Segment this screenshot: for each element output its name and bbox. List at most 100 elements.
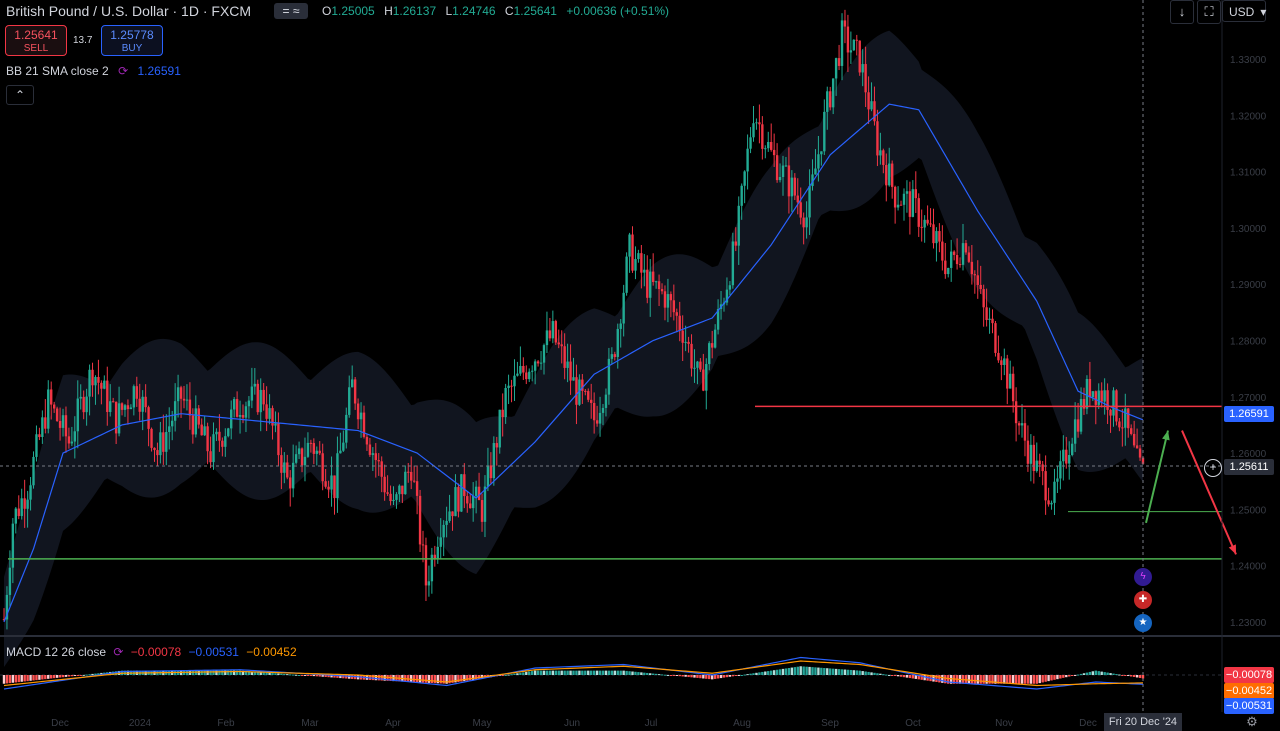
lightning-event-icon[interactable]: ϟ bbox=[1134, 568, 1152, 586]
sell-button[interactable]: 1.25641 SELL bbox=[5, 25, 67, 56]
y-tick-label: 1.32000 bbox=[1230, 111, 1267, 122]
candle-body bbox=[970, 261, 974, 275]
macd-histogram-bar bbox=[530, 671, 534, 675]
candle-body bbox=[117, 403, 121, 434]
candle-body bbox=[1020, 423, 1024, 426]
macd-histogram-bar bbox=[268, 672, 271, 675]
candle-body bbox=[350, 379, 354, 388]
refresh-icon[interactable]: ⟳ bbox=[118, 64, 129, 78]
macd-histogram-bar bbox=[882, 674, 885, 676]
candle-body bbox=[315, 450, 318, 454]
candle-body bbox=[888, 163, 891, 186]
candle-body bbox=[327, 486, 330, 490]
candle-body bbox=[551, 321, 555, 339]
buy-label: BUY bbox=[121, 43, 143, 54]
macd-histogram-bar bbox=[755, 672, 758, 675]
spread-value: 13.7 bbox=[73, 35, 93, 46]
us-flag-icon[interactable]: ★ bbox=[1134, 614, 1152, 632]
candle-body bbox=[1014, 401, 1018, 424]
candle-body bbox=[522, 365, 525, 373]
candle-body bbox=[312, 443, 316, 454]
gear-icon[interactable]: ⚙ bbox=[1246, 714, 1258, 729]
macd-histogram-bar bbox=[554, 670, 557, 675]
macd-histogram-bar bbox=[657, 674, 661, 676]
y-tick-label: 1.26000 bbox=[1230, 449, 1267, 460]
x-tick-label: May bbox=[473, 718, 492, 729]
macd-histogram-bar bbox=[713, 675, 717, 679]
macd-line-tag: −0.00531 bbox=[1224, 698, 1274, 714]
macd-histogram-bar bbox=[569, 670, 572, 675]
macd-legend[interactable]: MACD 12 26 close ⟳ −0.00078 −0.00531 −0.… bbox=[6, 645, 297, 659]
candle-body bbox=[135, 386, 138, 399]
candle-body bbox=[109, 401, 112, 412]
macd-histogram-bar bbox=[1029, 675, 1033, 684]
macd-refresh-icon[interactable]: ⟳ bbox=[113, 645, 124, 659]
candle-body bbox=[654, 281, 658, 283]
macd-histogram-bar bbox=[1088, 671, 1092, 675]
candle-body bbox=[256, 383, 259, 413]
candle-body bbox=[11, 523, 15, 568]
candle-body bbox=[194, 408, 198, 435]
macd-histogram-bar bbox=[539, 670, 543, 675]
macd-histogram-bar bbox=[829, 668, 832, 675]
candle-body bbox=[542, 345, 546, 363]
macd-histogram-bar bbox=[371, 675, 375, 681]
candle-body bbox=[138, 398, 141, 412]
candle-body bbox=[837, 58, 841, 66]
candle-body bbox=[590, 399, 593, 403]
macd-histogram-bar bbox=[309, 675, 313, 676]
candle-body bbox=[262, 389, 265, 405]
candle-body bbox=[604, 394, 608, 408]
high-value: 1.26137 bbox=[392, 4, 437, 18]
macd-histogram-bar bbox=[1091, 671, 1095, 675]
macd-histogram-bar bbox=[867, 671, 870, 675]
macd-histogram-bar bbox=[32, 675, 35, 681]
symbol-title[interactable]: British Pound / U.S. Dollar · 1D · FXCM bbox=[6, 3, 252, 19]
candle-body bbox=[932, 224, 935, 244]
macd-histogram-bar bbox=[1079, 673, 1083, 675]
candle-body bbox=[463, 474, 466, 497]
macd-histogram-bar bbox=[566, 670, 569, 675]
currency-select[interactable]: USD ▾ bbox=[1222, 0, 1266, 22]
macd-histogram-bar bbox=[197, 670, 200, 675]
download-icon[interactable]: ↓ bbox=[1170, 0, 1194, 24]
macd-histogram-bar bbox=[436, 675, 439, 684]
candle-body bbox=[8, 567, 12, 595]
compare-toggle[interactable]: = ≈ bbox=[274, 3, 308, 19]
macd-histogram-bar bbox=[1053, 675, 1056, 680]
fullscreen-icon[interactable]: ⛶ bbox=[1197, 0, 1221, 24]
candle-body bbox=[902, 193, 906, 205]
candle-body bbox=[510, 385, 513, 387]
macd-histogram-bar bbox=[5, 675, 9, 684]
macd-histogram-bar bbox=[826, 668, 829, 675]
macd-histogram-bar bbox=[289, 674, 292, 676]
macd-histogram-bar bbox=[418, 675, 422, 683]
macd-histogram-bar bbox=[817, 667, 820, 675]
candle-body bbox=[938, 231, 941, 242]
add-alert-icon[interactable]: + bbox=[1204, 459, 1222, 477]
candle-body bbox=[386, 492, 389, 494]
candle-body bbox=[1068, 455, 1071, 464]
gb-flag-icon[interactable]: ✚ bbox=[1134, 591, 1152, 609]
bb-legend[interactable]: BB 21 SMA close 2 ⟳ 1.26591 bbox=[6, 64, 181, 78]
macd-histogram-bar bbox=[663, 674, 667, 676]
macd-histogram-bar bbox=[902, 675, 906, 678]
candle-body bbox=[761, 124, 764, 149]
macd-histogram-bar bbox=[1000, 675, 1003, 684]
candle-body bbox=[489, 465, 493, 479]
macd-histogram-bar bbox=[61, 675, 65, 678]
x-tick-label: 2024 bbox=[129, 718, 152, 729]
candle-body bbox=[1112, 390, 1115, 416]
candle-body bbox=[657, 281, 661, 290]
buy-button[interactable]: 1.25778 BUY bbox=[101, 25, 163, 56]
high-label: H bbox=[384, 4, 393, 18]
macd-histogram-bar bbox=[224, 670, 227, 675]
candle-body bbox=[554, 321, 557, 343]
candle-body bbox=[808, 186, 811, 218]
candle-body bbox=[259, 389, 262, 413]
macd-histogram-bar bbox=[684, 675, 687, 677]
collapse-legend-button[interactable]: ⌃ bbox=[6, 85, 34, 105]
macd-histogram-bar bbox=[749, 673, 752, 675]
macd-histogram-bar bbox=[52, 675, 56, 679]
